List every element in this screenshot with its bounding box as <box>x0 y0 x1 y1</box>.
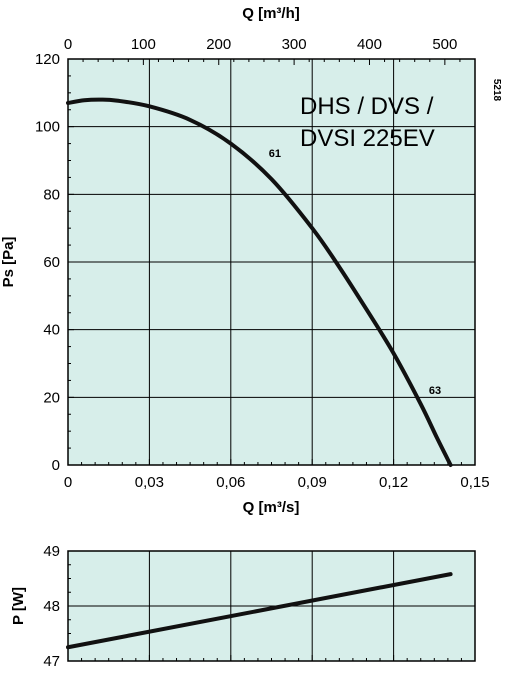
curve-point-label: 61 <box>269 148 281 160</box>
pressure-plot-grid <box>68 59 475 465</box>
top-tick-label: 200 <box>206 36 231 53</box>
y-axis-title: Ps [Pa] <box>0 237 17 288</box>
x-tick-label: 0,12 <box>379 474 408 491</box>
x-tick-label: 0 <box>64 474 72 491</box>
power-y-axis-title: P [W] <box>10 587 27 625</box>
pressure-curve <box>66 97 453 467</box>
y-tick-label: 0 <box>52 457 60 474</box>
power-y-tick-label: 47 <box>43 653 60 670</box>
diagram-code: 5218 <box>491 79 502 102</box>
curve-annotations: 61 63 <box>269 148 441 397</box>
power-y-tick-label: 49 <box>43 543 60 560</box>
top-tick-label: 300 <box>282 36 307 53</box>
power-plot: 47 48 49 P [W] <box>10 543 476 670</box>
power-plot-minor-ticks <box>67 550 476 662</box>
chart-title-line-2: DVSI 225EV <box>300 125 435 152</box>
top-tick-label: 0 <box>64 36 72 53</box>
pressure-y-tick-labels: 0 20 40 60 80 100 120 <box>35 51 60 474</box>
y-tick-label: 40 <box>43 322 60 339</box>
y-tick-label: 100 <box>35 119 60 136</box>
curve-point-label: 63 <box>429 385 441 397</box>
top-axis-title: Q [m³/h] <box>242 5 300 22</box>
x-tick-label: 0,15 <box>460 474 489 491</box>
power-plot-grid <box>68 551 475 661</box>
y-tick-label: 120 <box>35 51 60 68</box>
flow-top-tick-labels: 0 100 200 300 400 500 <box>64 36 458 53</box>
y-tick-label: 60 <box>43 254 60 271</box>
pressure-plot-minor-ticks <box>67 58 476 466</box>
y-tick-label: 80 <box>43 186 60 203</box>
top-tick-label: 400 <box>357 36 382 53</box>
y-tick-label: 20 <box>43 389 60 406</box>
power-y-tick-labels: 47 48 49 <box>43 543 60 670</box>
x-tick-label: 0,09 <box>298 474 327 491</box>
x-axis-title: Q [m³/s] <box>243 499 300 516</box>
x-tick-label: 0,03 <box>135 474 164 491</box>
pressure-plot: 0 20 40 60 80 100 120 0 0,03 0,06 0,09 0,12 0,15 0 1… <box>0 5 502 516</box>
top-tick-label: 100 <box>131 36 156 53</box>
power-curve <box>66 572 453 650</box>
power-y-tick-label: 48 <box>43 598 60 615</box>
chart-title-line-1: DHS / DVS / <box>300 93 434 120</box>
flow-x-tick-labels: 0 0,03 0,06 0,09 0,12 0,15 <box>64 474 490 491</box>
x-tick-label: 0,06 <box>216 474 245 491</box>
top-tick-label: 500 <box>432 36 457 53</box>
